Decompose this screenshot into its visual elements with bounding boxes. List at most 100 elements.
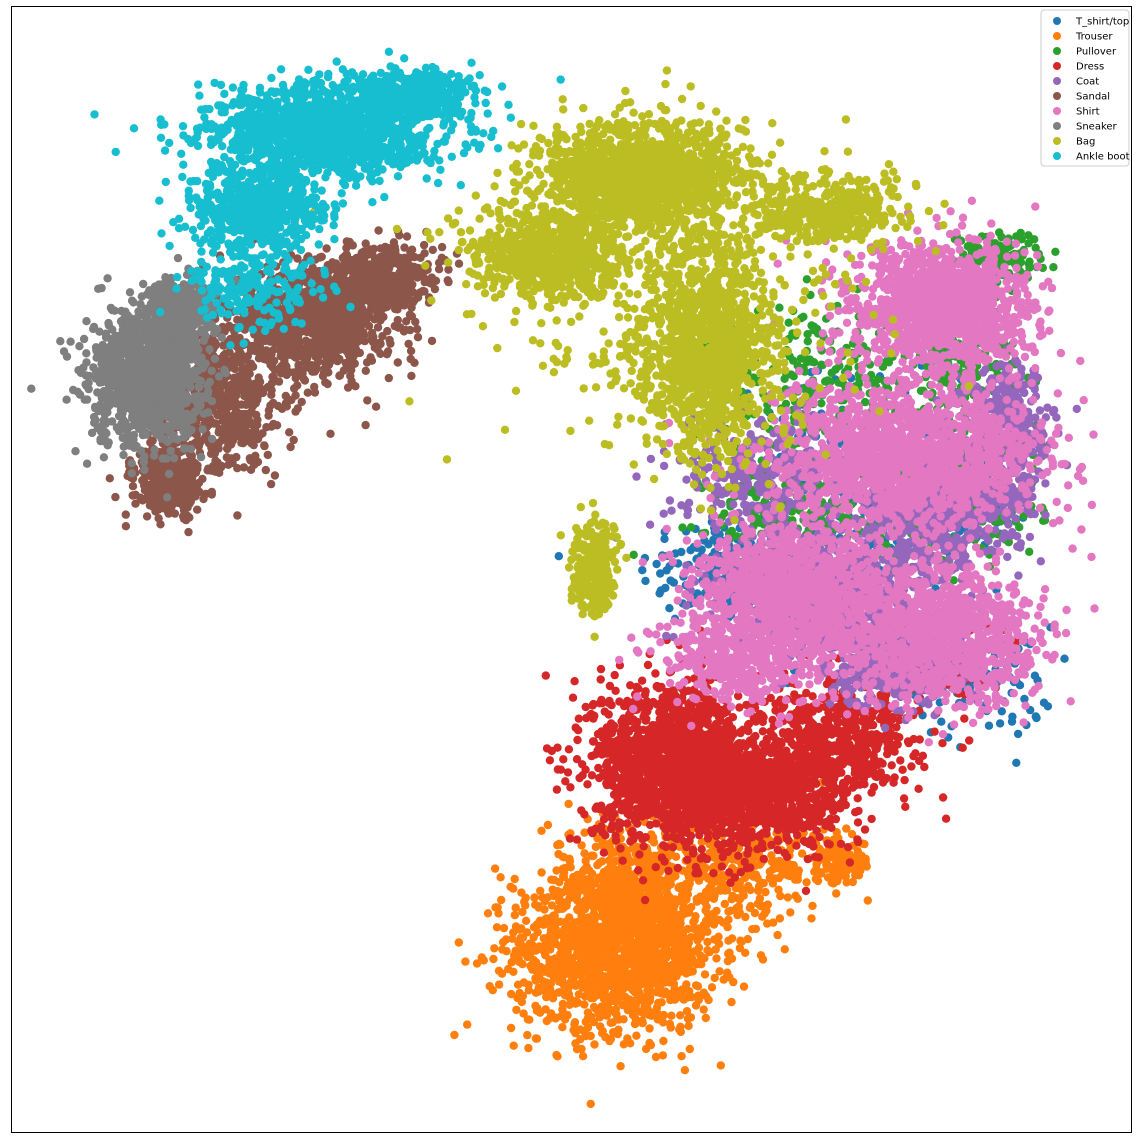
data-point xyxy=(793,894,802,903)
data-point xyxy=(783,893,792,902)
data-point xyxy=(568,693,578,702)
data-point xyxy=(724,915,733,924)
data-point xyxy=(537,826,546,835)
data-point xyxy=(450,1030,459,1040)
data-point xyxy=(477,953,486,962)
data-point xyxy=(646,1040,656,1050)
data-point xyxy=(514,938,523,948)
data-point xyxy=(735,880,744,890)
data-point xyxy=(621,954,631,963)
data-point xyxy=(578,1052,588,1061)
data-point xyxy=(667,1011,676,1020)
data-point xyxy=(570,883,579,892)
data-point xyxy=(841,872,850,881)
data-point xyxy=(610,670,619,680)
data-point xyxy=(1020,694,1029,704)
data-point xyxy=(629,908,638,917)
data-point xyxy=(799,312,808,321)
data-point xyxy=(1049,263,1058,272)
data-point xyxy=(587,880,596,890)
data-point xyxy=(627,981,636,990)
data-point xyxy=(483,909,493,918)
data-point xyxy=(714,932,723,941)
data-point xyxy=(597,695,606,705)
data-point xyxy=(572,1045,582,1054)
data-point xyxy=(575,963,585,973)
data-point xyxy=(580,1028,590,1037)
data-point xyxy=(510,910,519,920)
data-point xyxy=(715,915,724,925)
data-point xyxy=(651,862,660,872)
data-point xyxy=(691,981,701,990)
data-point xyxy=(684,938,694,947)
data-point xyxy=(727,934,737,943)
data-point xyxy=(554,957,563,967)
data-point xyxy=(685,1044,694,1054)
data-point xyxy=(524,980,533,989)
data-point xyxy=(489,954,498,964)
data-point xyxy=(638,566,647,575)
data-point xyxy=(631,919,641,928)
data-point xyxy=(531,976,540,985)
data-point xyxy=(540,987,550,996)
data-point xyxy=(704,893,714,902)
data-point xyxy=(535,1008,545,1017)
data-point xyxy=(618,931,627,940)
data-point xyxy=(756,951,766,960)
data-point xyxy=(807,914,816,923)
data-point xyxy=(1043,702,1053,711)
data-point xyxy=(616,844,625,853)
data-point xyxy=(1025,547,1034,556)
data-point xyxy=(547,875,556,884)
data-point xyxy=(603,942,612,951)
data-point xyxy=(937,717,946,726)
data-point xyxy=(604,710,613,719)
data-point xyxy=(822,864,831,873)
data-point xyxy=(614,1025,623,1034)
data-point xyxy=(579,916,588,926)
data-point xyxy=(454,938,463,947)
data-point xyxy=(581,896,590,905)
data-point xyxy=(652,559,661,569)
data-point xyxy=(720,509,729,518)
data-point xyxy=(748,925,757,934)
data-point xyxy=(995,228,1004,237)
data-point xyxy=(723,971,732,981)
data-point xyxy=(588,981,597,990)
data-point xyxy=(577,806,586,815)
data-point xyxy=(645,820,655,830)
data-point xyxy=(564,799,573,809)
data-point xyxy=(761,887,770,897)
data-point xyxy=(612,891,622,900)
data-point xyxy=(699,1005,708,1014)
data-point xyxy=(619,1040,628,1049)
data-point xyxy=(556,840,565,849)
data-point xyxy=(494,980,504,989)
data-point xyxy=(536,886,545,896)
data-point xyxy=(817,360,826,369)
data-point xyxy=(616,1062,625,1071)
data-point xyxy=(461,957,470,966)
data-point xyxy=(641,576,650,586)
data-point xyxy=(684,1021,693,1031)
data-point xyxy=(675,991,684,1000)
data-point xyxy=(611,1005,620,1014)
data-point xyxy=(586,1099,595,1109)
data-point xyxy=(735,894,744,904)
data-point xyxy=(803,330,812,339)
data-point xyxy=(580,950,589,959)
data-point xyxy=(645,996,654,1005)
data-point xyxy=(592,991,601,1000)
data-point xyxy=(610,958,619,967)
data-point xyxy=(657,989,666,998)
data-point xyxy=(1031,712,1041,721)
data-point xyxy=(552,1050,561,1060)
data-point xyxy=(618,856,627,865)
data-point xyxy=(598,871,607,880)
data-point xyxy=(587,826,596,835)
data-point xyxy=(704,995,713,1005)
data-point xyxy=(641,716,650,725)
data-point xyxy=(635,888,645,898)
data-point xyxy=(1008,712,1017,721)
